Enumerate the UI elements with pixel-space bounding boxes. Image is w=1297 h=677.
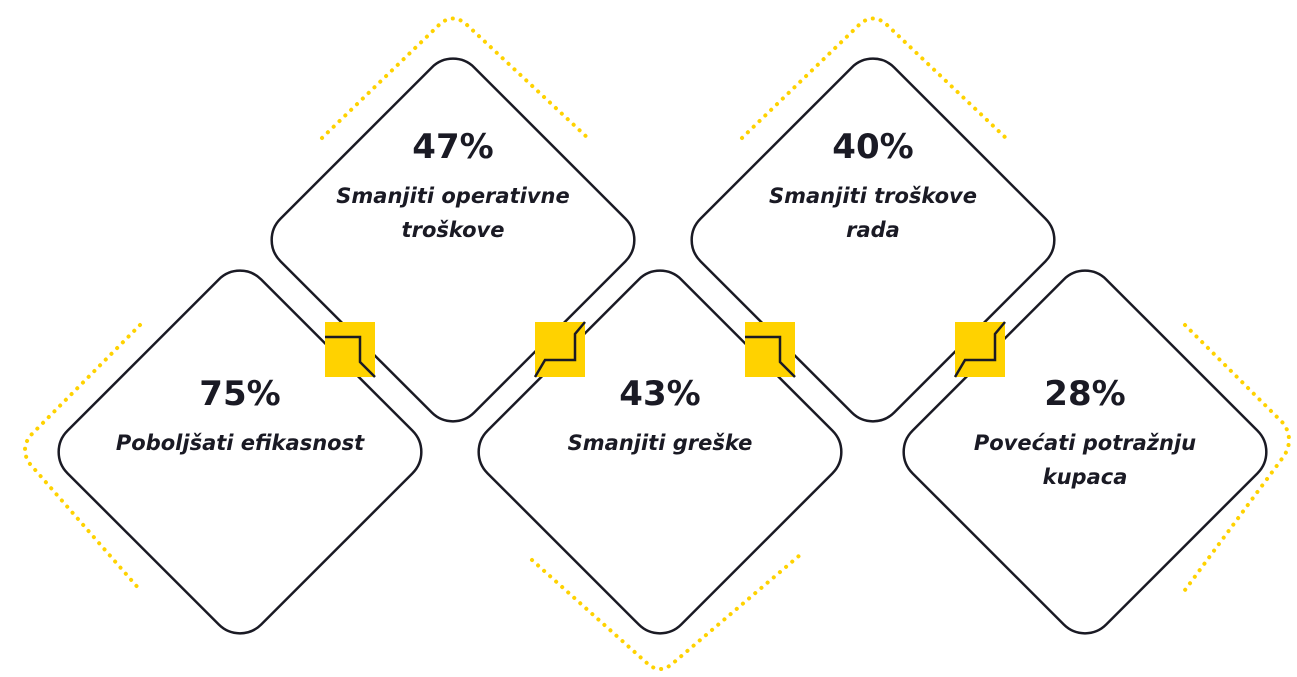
description: rada: [846, 218, 900, 242]
step-line: [325, 335, 376, 378]
description: Poboljšati efikasnost: [116, 431, 365, 455]
description: Smanjiti troškove: [769, 184, 977, 208]
description: kupaca: [1043, 465, 1128, 489]
description: Povećati potražnju: [974, 431, 1196, 455]
step-line: [953, 321, 1006, 378]
step-line: [745, 335, 796, 378]
percentage: 47%: [412, 127, 493, 167]
percentage: 43%: [619, 374, 700, 414]
dotted-arc: [320, 16, 592, 142]
step-line: [533, 321, 586, 378]
description: troškove: [402, 218, 505, 242]
dotted-arc: [530, 553, 802, 671]
description: Smanjiti operativne: [336, 184, 569, 208]
dotted-arc: [23, 323, 142, 592]
percentage: 40%: [832, 127, 913, 167]
description: Smanjiti greške: [568, 431, 753, 455]
dotted-arc: [740, 16, 1010, 142]
percentage: 28%: [1044, 374, 1125, 414]
dotted-accents: [23, 16, 1291, 671]
percentage: 75%: [199, 374, 280, 414]
